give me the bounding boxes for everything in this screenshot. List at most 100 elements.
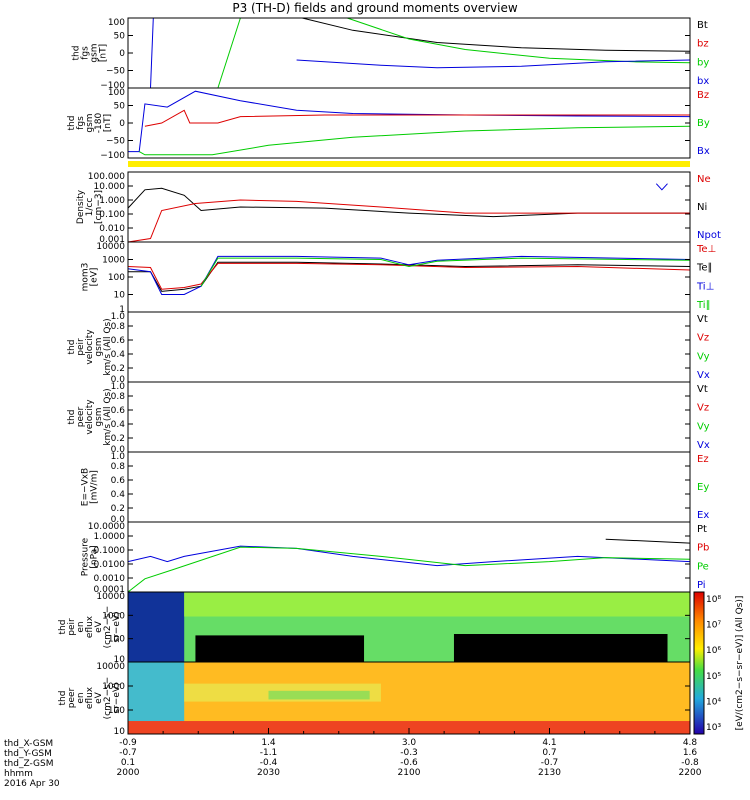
panel-5-ytick-label-0: 1.0 <box>111 382 126 392</box>
chart-title: P3 (TH-D) fields and ground moments over… <box>232 1 518 15</box>
series-p0-bx_tail <box>296 59 691 69</box>
panel-7-legend-Pt: Pt <box>697 524 707 535</box>
panel-9-ylabel-6: sr−eV) <box>112 682 122 713</box>
panel-5-ylabel-0: thd <box>67 410 77 425</box>
row-label-y: thd_Y-GSM <box>4 749 52 759</box>
panel-0-ytick-label-2: 0 <box>119 49 125 59</box>
panel-3-frame <box>127 241 691 313</box>
panel-4-ytick-label-4: 0.2 <box>111 364 125 374</box>
panel-2-ytick-label-5: 0.001 <box>99 235 125 245</box>
panel-5-ytick-label-1: 0.8 <box>111 392 126 402</box>
panel-5-legend-Vt: Vt <box>697 384 708 395</box>
panel-0-legend-by: by <box>697 57 709 68</box>
electron-spectrogram <box>128 662 690 734</box>
series-p1-Bz <box>144 109 690 127</box>
panel-2-ytick-label-2: 1.000 <box>99 196 125 206</box>
row-label-z: thd_Z-GSM <box>4 759 54 769</box>
panel-9-ytick-label-1: 1000 <box>102 682 125 692</box>
panel-3-ytick-label-0: 10000 <box>96 242 125 252</box>
xtick-3-Z: -0.7 <box>541 758 559 768</box>
panel-1-ytick-label-2: 0 <box>119 119 125 129</box>
xtick-0-X: -0.9 <box>119 738 137 748</box>
panel-8-ytick-label-0: 10000 <box>96 592 125 602</box>
xtick-2-hhmm: 2100 <box>398 768 421 778</box>
panel-5-ylabel-3: gsm <box>94 407 104 426</box>
panel-0-ytick-label-3: −50 <box>106 67 125 77</box>
panel-5-ytick-label-3: 0.4 <box>111 420 126 430</box>
panel-4-ylabel-3: gsm <box>94 337 104 356</box>
panel-4-ylabel-4: km/s (All Qs) <box>103 318 113 375</box>
electron-spectrogram-green-patch <box>268 690 370 700</box>
panel-7-ytick-label-1: 1.0000 <box>94 532 126 542</box>
panel-9-ytick-label-3: 10 <box>114 727 126 737</box>
series-p0-by <box>217 17 241 89</box>
series-p7-Pt <box>605 538 691 544</box>
panel-1-ytick-label-4: −100 <box>100 151 125 161</box>
series-p3-Te_par <box>128 261 691 292</box>
series-p2-Npot <box>655 183 668 191</box>
series-p3-Te_perp <box>127 262 691 290</box>
panel-0-frame <box>127 17 691 89</box>
panel-5-ytick-label-2: 0.6 <box>111 406 126 416</box>
xtick-1-X: 1.4 <box>261 738 276 748</box>
panel-7-ylabel-1: [nPa] <box>90 545 100 568</box>
xtick-4-X: 4.8 <box>683 738 698 748</box>
panel-8-ytick-label-1: 1000 <box>102 611 125 621</box>
row-label-hhmm: hhmm <box>4 769 33 779</box>
panel-4-ylabel-2: velocity <box>85 329 95 365</box>
panel-0-ylabel-1: fgs <box>81 46 91 60</box>
panel-6-ytick-label-4: 0.2 <box>111 504 125 514</box>
panel-3-ylabel-1: [eV] <box>90 268 100 287</box>
xtick-1-Z: -0.4 <box>260 758 278 768</box>
panel-7-ylabel-0: Pressure <box>81 537 91 576</box>
panel-6-ytick-label-1: 0.8 <box>111 462 126 472</box>
series-p7-Pi <box>127 545 691 567</box>
panel-1-legend-Bz: Bz <box>697 90 709 101</box>
xtick-2-X: 3.0 <box>402 738 417 748</box>
panel-0-legend-Bt: Bt <box>697 20 708 31</box>
panel-3-legend-Ti⊥: Ti⊥ <box>696 281 714 292</box>
panel-4-frame <box>127 311 691 383</box>
panel-9-ylabel-5: (cm2−s− <box>103 677 113 720</box>
xtick-0-hhmm: 2000 <box>117 768 140 778</box>
panel-0-ylabel-3: [nT] <box>99 44 109 62</box>
panel-2-ytick-label-4: 0.010 <box>99 224 125 234</box>
panel-6-ylabel-0: E=−VxB <box>81 468 91 506</box>
quality-flag-bar <box>128 161 690 167</box>
colorbar-tick-1: 10⁷ <box>706 621 721 631</box>
time-axis-row-labels: thd_X-GSM thd_Y-GSM thd_Z-GSM hhmm 2016 … <box>4 739 60 789</box>
panel-9-ytick-label-2: 100 <box>108 706 125 716</box>
panel-2-legend-Ni: Ni <box>697 202 707 213</box>
panel-0-ylabel-0: thd <box>72 46 82 61</box>
ion-spectrogram-gap-1 <box>195 635 365 662</box>
panel-1-ylabel-0: thd <box>67 116 77 131</box>
panel-0-ylabel-2: gsm <box>90 43 100 62</box>
series-p2-Ne <box>127 199 690 243</box>
panel-0-legend-bz: bz <box>697 39 709 50</box>
panel-3-legend-Ti∥: Ti∥ <box>696 300 711 311</box>
panel-7-legend-Pb: Pb <box>697 543 709 554</box>
colorbar-tick-3: 10⁵ <box>706 672 721 682</box>
colorbar-tick-2: 10⁶ <box>706 646 721 656</box>
panel-2-ytick-label-1: 10.000 <box>94 182 126 192</box>
panel-5-legend-Vy: Vy <box>697 421 710 432</box>
panel-5-legend-Vz: Vz <box>697 403 709 414</box>
panel-1-legend-Bx: Bx <box>697 146 710 157</box>
panel-6-legend-Ex: Ex <box>697 510 709 521</box>
panel-5-ylabel-1: peer <box>76 406 86 427</box>
colorbar-tick-4: 10⁴ <box>706 697 721 707</box>
panel-3-ytick-label-1: 1000 <box>102 256 125 266</box>
panel-7-legend-Pe: Pe <box>697 561 709 572</box>
panel-3-legend-Te⊥: Te⊥ <box>696 244 716 255</box>
panel-9-ylabel-2: en <box>76 692 86 703</box>
panel-0-ytick-label-0: 100 <box>108 18 125 28</box>
panel-2-ytick-label-0: 100.000 <box>88 172 125 182</box>
panel-3-legend-Te∥: Te∥ <box>696 263 713 274</box>
date-label: 2016 Apr 30 <box>4 779 60 789</box>
panel-6-ytick-label-3: 0.4 <box>111 490 126 500</box>
panel-8-ytick-label-2: 100 <box>108 635 125 645</box>
panel-4-ytick-label-5: 0.0 <box>111 375 126 385</box>
panel-5-ytick-label-4: 0.2 <box>111 434 125 444</box>
panel-8-ylabel-2: en <box>76 621 86 632</box>
panel-4-legend-Vz: Vz <box>697 333 709 344</box>
